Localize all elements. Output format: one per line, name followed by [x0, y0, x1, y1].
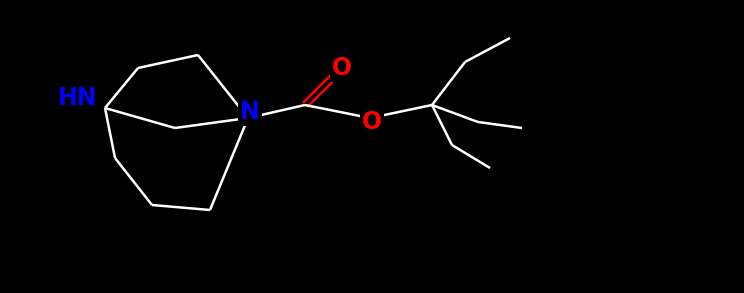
Text: O: O [362, 110, 382, 134]
Text: N: N [240, 100, 260, 124]
Text: O: O [332, 56, 352, 80]
Text: HN: HN [58, 86, 97, 110]
